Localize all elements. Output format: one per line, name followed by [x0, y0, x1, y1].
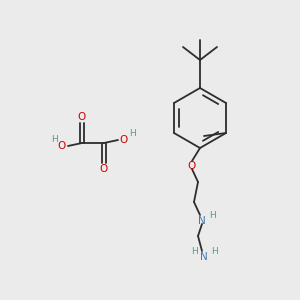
Text: O: O — [100, 164, 108, 174]
Text: H: H — [211, 248, 218, 256]
Text: H: H — [129, 130, 135, 139]
Text: H: H — [208, 211, 215, 220]
Text: O: O — [58, 141, 66, 151]
Text: N: N — [200, 252, 208, 262]
Text: O: O — [120, 135, 128, 145]
Text: H: H — [51, 136, 57, 145]
Text: O: O — [78, 112, 86, 122]
Text: H: H — [190, 248, 197, 256]
Text: O: O — [187, 161, 195, 171]
Text: N: N — [198, 216, 206, 226]
